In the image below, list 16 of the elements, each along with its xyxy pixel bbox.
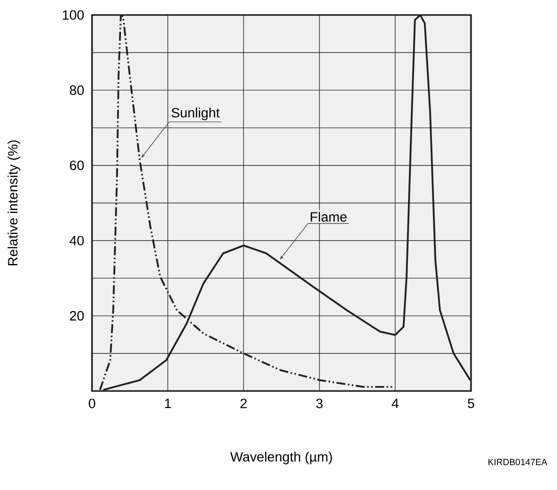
x-tick-label: 1 xyxy=(165,398,171,408)
y-tick-label: 20 xyxy=(70,311,84,321)
y-axis-title: Relative intensity (%) xyxy=(8,140,20,266)
annotation: Sunlight xyxy=(172,108,220,120)
x-tick-label: 2 xyxy=(240,398,247,408)
text: KIRDB0147EA xyxy=(488,458,548,466)
y-tick-label: 40 xyxy=(70,236,84,246)
y-tick-label: 100 xyxy=(62,10,84,20)
x-axis-title: Wavelength (µm) xyxy=(230,452,332,464)
x-tick-label: 5 xyxy=(468,398,474,408)
x-tick-label: 3 xyxy=(316,398,323,408)
annotation: Flame xyxy=(310,212,347,222)
y-tick-label: 60 xyxy=(70,160,84,170)
y-tick-label: 80 xyxy=(70,85,84,95)
x-tick-label: 0 xyxy=(88,398,96,408)
x-tick-label: 4 xyxy=(392,398,399,408)
